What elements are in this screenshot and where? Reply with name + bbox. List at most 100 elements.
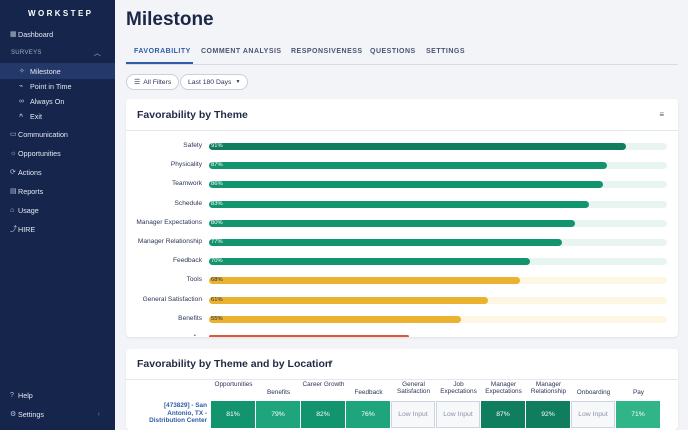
- bar-fill[interactable]: [209, 315, 461, 323]
- bar-category-label: Manager Relationship: [137, 238, 202, 245]
- sidebar-item-dashboard[interactable]: ▦ Dashboard: [0, 26, 115, 42]
- bar-category-label: General Satisfaction: [142, 295, 202, 303]
- card-divider: [126, 379, 678, 380]
- favorability-by-theme-card: Favorability by Theme ≡ • Safety 91% Physi…: [126, 99, 678, 337]
- bar-value-label: 86%: [211, 181, 223, 188]
- sidebar-item-exit[interactable]: ⍲ Exit: [0, 108, 115, 124]
- sidebar-item-milestone[interactable]: ✧ Milestone: [0, 63, 115, 79]
- bar-track: 55%: [209, 315, 667, 323]
- sort-icon[interactable]: ≡: [659, 110, 664, 119]
- heatmap-cell[interactable]: Low Input: [436, 401, 480, 428]
- sidebar-item-usage[interactable]: ⌂ Usage: [0, 202, 115, 218]
- heatmap-column-header: Job Expectations: [440, 381, 477, 396]
- bar-fill[interactable]: [209, 143, 626, 150]
- bar-fill[interactable]: [209, 200, 590, 208]
- bar-fill[interactable]: [209, 219, 576, 227]
- sidebar-item-label: Actions: [18, 167, 42, 177]
- tab-favorability[interactable]: FAVORABILITY: [134, 48, 191, 55]
- tab-questions[interactable]: QUESTIONS: [370, 48, 416, 55]
- point-in-time-icon: ⌁: [19, 83, 24, 90]
- card-divider: [126, 130, 678, 131]
- chevron-up-icon: ︿: [93, 50, 101, 57]
- bar-category-label: Teamwork: [171, 180, 202, 188]
- heatmap-cell[interactable]: Low Input: [391, 401, 435, 428]
- bar-fill[interactable]: [209, 296, 489, 304]
- heatmap-cell[interactable]: 92%: [526, 401, 570, 428]
- heatmap-cell[interactable]: 71%: [616, 401, 660, 428]
- sidebar-item-communication[interactable]: ▭ Communication: [0, 126, 115, 142]
- main-content: Milestone FAVORABILITY COMMENT ANALYSIS …: [115, 0, 688, 430]
- sidebar-item-label: Exit: [30, 111, 42, 121]
- heatmap-cell[interactable]: 79%: [256, 401, 300, 428]
- heatmap-column-header: Manager Expectations: [485, 381, 522, 396]
- bar-fill[interactable]: [209, 162, 608, 170]
- bar-value-label: 87%: [211, 162, 223, 169]
- heatmap-column-header: Manager Relationship: [530, 381, 567, 396]
- tab-settings[interactable]: SETTINGS: [426, 48, 466, 55]
- date-range-select[interactable]: Last 180 Days ▼: [180, 74, 249, 90]
- sidebar: WORKSTEP ▦ Dashboard SURVEYS ︿ ✧ Milesto…: [0, 0, 115, 430]
- sidebar-item-label: HIRE: [18, 224, 36, 234]
- heatmap-row-label[interactable]: [473829] - San Antonio, TX - Distributio…: [149, 402, 207, 424]
- sidebar-item-opportunities[interactable]: ☼ Opportunities: [0, 145, 115, 161]
- heatmap-column-header: Feedback: [354, 389, 383, 396]
- sidebar-item-point-in-time[interactable]: ⌁ Point in Time: [0, 78, 115, 94]
- bar-value-label: 91%: [211, 143, 223, 149]
- gear-icon: ⚙: [10, 411, 17, 418]
- bar-category-label: Manager Expectations: [136, 218, 202, 226]
- sidebar-item-label: Point in Time: [30, 81, 72, 91]
- bar-fill[interactable]: [209, 239, 562, 246]
- hire-icon: ⤴: [10, 226, 17, 233]
- collapse-chevron-icon[interactable]: ‹: [97, 410, 100, 418]
- bar-category-label: Schedule: [174, 199, 203, 207]
- bar-track: 83%: [209, 200, 667, 208]
- sidebar-item-label: Usage: [18, 205, 39, 215]
- date-range-label: Last 180 Days: [188, 78, 232, 86]
- card-title: Favorability by Theme and by Location: [137, 358, 332, 370]
- sidebar-item-settings[interactable]: ⚙ Settings ‹: [0, 406, 115, 422]
- caret-down-icon: ▼: [235, 79, 241, 85]
- exit-user-icon: ⍲: [19, 112, 24, 119]
- heatmap-cell[interactable]: Low Input: [571, 401, 615, 428]
- bar-category-label: Safety: [183, 142, 202, 149]
- bar-category-label: Physicality: [170, 161, 202, 169]
- bar-category-label: Tools: [186, 276, 202, 284]
- workstep-logo: WORKSTEP: [28, 9, 94, 18]
- heatmap-cell[interactable]: 81%: [211, 401, 255, 428]
- sidebar-section-surveys[interactable]: SURVEYS ︿: [0, 45, 115, 61]
- report-icon: ▤: [10, 188, 17, 195]
- sidebar-section-label: SURVEYS: [11, 50, 42, 56]
- infinity-icon: ∞: [19, 97, 24, 105]
- bar-track: 70%: [209, 258, 667, 266]
- bar-value-label: 80%: [211, 219, 223, 226]
- partial-label: •: [194, 333, 196, 337]
- bar-fill[interactable]: [209, 181, 603, 189]
- bar-fill[interactable]: [209, 258, 530, 266]
- chevron-down-icon[interactable]: ▼: [328, 360, 334, 366]
- all-filters-button[interactable]: ☰ All Filters: [126, 74, 180, 90]
- filter-icon: ☰: [134, 79, 141, 86]
- bar-value-label: 70%: [211, 258, 223, 265]
- sidebar-item-actions[interactable]: ⟳ Actions: [0, 164, 115, 180]
- sidebar-item-reports[interactable]: ▤ Reports: [0, 183, 115, 199]
- sidebar-item-hire[interactable]: ⤴ HIRE: [0, 221, 115, 237]
- actions-icon: ⟳: [10, 169, 16, 176]
- tab-responsiveness[interactable]: RESPONSIVENESS: [291, 48, 363, 55]
- heatmap-cell[interactable]: 82%: [301, 401, 345, 428]
- sidebar-item-label: Always On: [30, 96, 65, 106]
- bar-track: 91%: [209, 143, 667, 150]
- bar-category-label: Feedback: [173, 257, 202, 265]
- tab-bar: FAVORABILITY COMMENT ANALYSIS RESPONSIVE…: [126, 44, 678, 65]
- heatmap-column-header: Benefits: [266, 389, 291, 396]
- heatmap-cell[interactable]: 76%: [346, 401, 390, 428]
- heatmap-cell[interactable]: 87%: [481, 401, 525, 428]
- milestone-icon: ✧: [19, 68, 25, 75]
- heatmap-column-header: General Satisfaction: [396, 381, 431, 396]
- bar-value-label: 55%: [211, 315, 223, 322]
- bar-category-label: Benefits: [178, 314, 202, 322]
- bar-fill[interactable]: [209, 277, 521, 285]
- tab-comment-analysis[interactable]: COMMENT ANALYSIS: [201, 48, 282, 55]
- sidebar-item-label: Help: [18, 390, 33, 400]
- sidebar-item-always-on[interactable]: ∞ Always On: [0, 93, 115, 109]
- sidebar-item-help[interactable]: ? Help: [0, 387, 115, 403]
